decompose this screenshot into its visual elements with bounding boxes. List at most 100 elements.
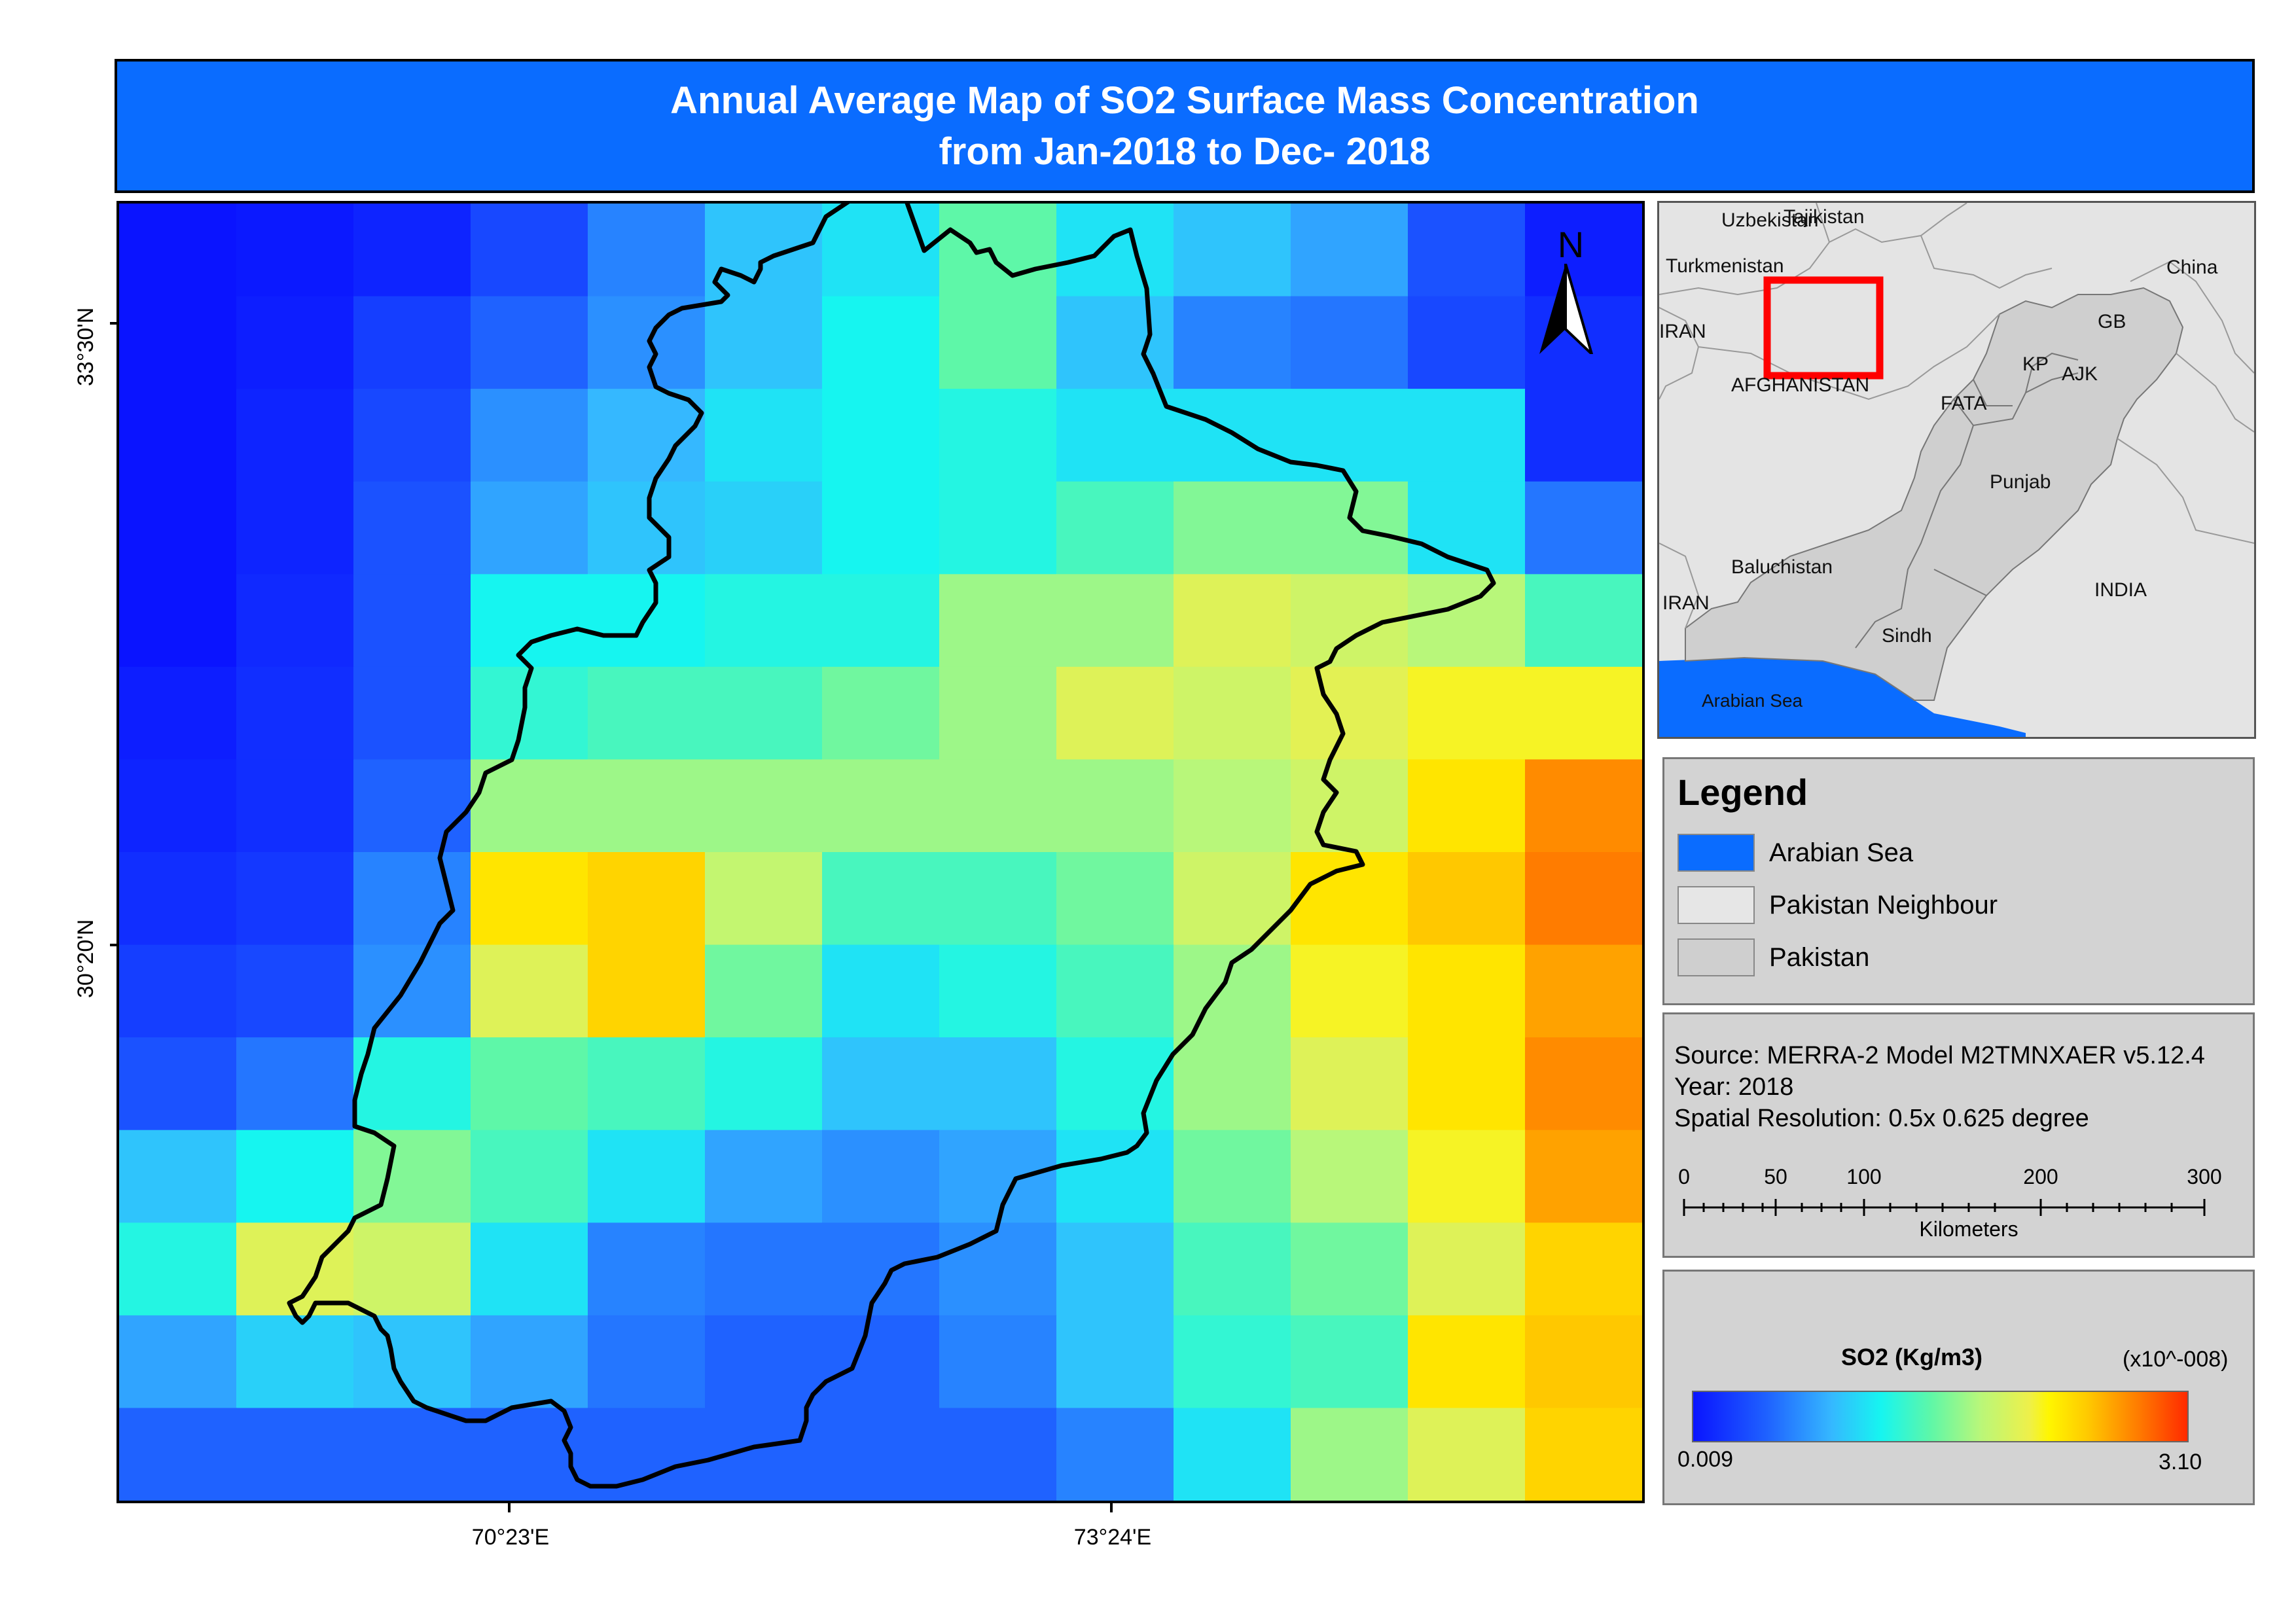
so2-raster-cell (939, 1408, 1057, 1501)
so2-raster-cell (119, 204, 237, 297)
so2-raster-cell (1525, 1130, 1642, 1224)
so2-raster-cell (1291, 574, 1408, 668)
so2-raster-cell (822, 204, 940, 297)
source-panel: Source: MERRA-2 Model M2TMNXAER v5.12.4 … (1662, 1012, 2255, 1258)
so2-raster-cell (471, 1408, 588, 1501)
so2-raster-cell (119, 389, 237, 482)
colorbar-gradient (1692, 1391, 2189, 1442)
so2-raster-cell (939, 481, 1057, 575)
so2-raster-cell (588, 759, 706, 853)
so2-raster-cell (1525, 574, 1642, 668)
so2-raster-cell (1291, 1222, 1408, 1316)
so2-raster-cell (471, 666, 588, 760)
so2-raster-cell (1408, 759, 1526, 853)
so2-raster-cell (822, 1315, 940, 1409)
so2-raster-cell (1408, 1315, 1526, 1409)
so2-raster-cell (939, 1130, 1057, 1224)
so2-raster-cell (353, 944, 471, 1039)
so2-raster-cell (822, 1037, 940, 1131)
so2-raster-cell (1056, 666, 1174, 760)
so2-raster-cell (1291, 1408, 1408, 1501)
so2-raster-cell (1056, 759, 1174, 853)
so2-raster-cell (1174, 204, 1291, 297)
so2-raster-cell (471, 481, 588, 575)
scale-unit-label: Kilometers (1919, 1217, 2018, 1241)
so2-raster-cell (822, 852, 940, 946)
pakistan-shape (1685, 287, 2184, 701)
north-label: N (1557, 224, 1585, 265)
lon-tick-label: 73°24'E (1073, 1525, 1152, 1550)
so2-raster-cell (353, 759, 471, 853)
so2-raster-cell (1408, 1222, 1526, 1316)
so2-raster-cell (119, 481, 237, 575)
so2-raster-cell (1291, 296, 1408, 390)
colorbar-multiplier: (x10^-008) (2123, 1347, 2229, 1372)
so2-raster-cell (353, 204, 471, 297)
so2-raster-cell (1408, 852, 1526, 946)
so2-raster-cell (1056, 1130, 1174, 1224)
so2-raster-cell (1174, 944, 1291, 1039)
inset-label-turkmenistan: Turkmenistan (1666, 255, 1784, 277)
so2-raster-cell (1056, 1222, 1174, 1316)
so2-raster-cell (939, 852, 1057, 946)
so2-raster-cell (119, 574, 237, 668)
so2-raster-cell (939, 1037, 1057, 1131)
so2-raster-cell (1525, 204, 1642, 297)
so2-raster-cell (353, 1222, 471, 1316)
so2-raster-cell (236, 1222, 354, 1316)
colorbar-max-label: 3.10 (2159, 1450, 2202, 1474)
so2-raster-cell (119, 666, 237, 760)
so2-raster-cell (588, 666, 706, 760)
so2-raster-cell (939, 1222, 1057, 1316)
so2-raster-cell (1056, 1315, 1174, 1409)
so2-raster-cell (1408, 204, 1526, 297)
so2-raster-cell (705, 204, 823, 297)
so2-raster-cell (471, 296, 588, 390)
legend-swatch (1677, 938, 1755, 976)
so2-raster-cell (588, 1315, 706, 1409)
so2-raster-cell (1525, 1222, 1642, 1316)
so2-raster-cell (939, 204, 1057, 297)
so2-raster-cell (1174, 1037, 1291, 1131)
so2-raster-cell (822, 944, 940, 1039)
so2-raster-cell (1056, 204, 1174, 297)
so2-raster-cell (1174, 852, 1291, 946)
lat-tick-label: 30°20'N (73, 919, 98, 998)
so2-raster-cell (1291, 1315, 1408, 1409)
so2-raster-cell (1291, 1130, 1408, 1224)
so2-raster-cell (119, 759, 237, 853)
so2-raster-cell (822, 1408, 940, 1501)
lon-tick-label: 70°23'E (471, 1525, 550, 1550)
so2-raster-cell (236, 852, 354, 946)
so2-raster-cell (471, 759, 588, 853)
so2-raster-cell (1174, 296, 1291, 390)
so2-raster-cell (471, 574, 588, 668)
so2-raster-cell (236, 204, 354, 297)
so2-raster-cell (705, 666, 823, 760)
colorbar-panel: SO2 (Kg/m3) (x10^-008) 0.009 3.10 (1662, 1270, 2255, 1505)
inset-map-svg (1659, 203, 2254, 737)
so2-raster-cell (705, 944, 823, 1039)
so2-raster-cell (1408, 574, 1526, 668)
so2-raster-cell (705, 759, 823, 853)
lat-tick-label: 33°30'N (73, 307, 98, 386)
so2-raster-cell (1525, 1315, 1642, 1409)
study-area-box (1763, 276, 1884, 380)
so2-raster-cell (236, 759, 354, 853)
so2-raster-cell (705, 1315, 823, 1409)
so2-raster-cell (119, 1315, 237, 1409)
so2-raster-cell (822, 481, 940, 575)
so2-raster-cell (236, 389, 354, 482)
legend-swatch (1677, 834, 1755, 872)
so2-raster-cell (822, 574, 940, 668)
so2-raster-cell (822, 296, 940, 390)
so2-raster-cell (353, 1037, 471, 1131)
so2-raster-cell (353, 389, 471, 482)
so2-raster-cell (471, 389, 588, 482)
inset-label-iran-north: IRAN (1659, 321, 1706, 342)
so2-raster-cell (1291, 666, 1408, 760)
so2-raster-cell (705, 1037, 823, 1131)
so2-raster-cell (1291, 944, 1408, 1039)
so2-raster-cell (705, 481, 823, 575)
legend-panel: Legend Arabian Sea Pakistan Neighbour Pa… (1662, 757, 2255, 1005)
